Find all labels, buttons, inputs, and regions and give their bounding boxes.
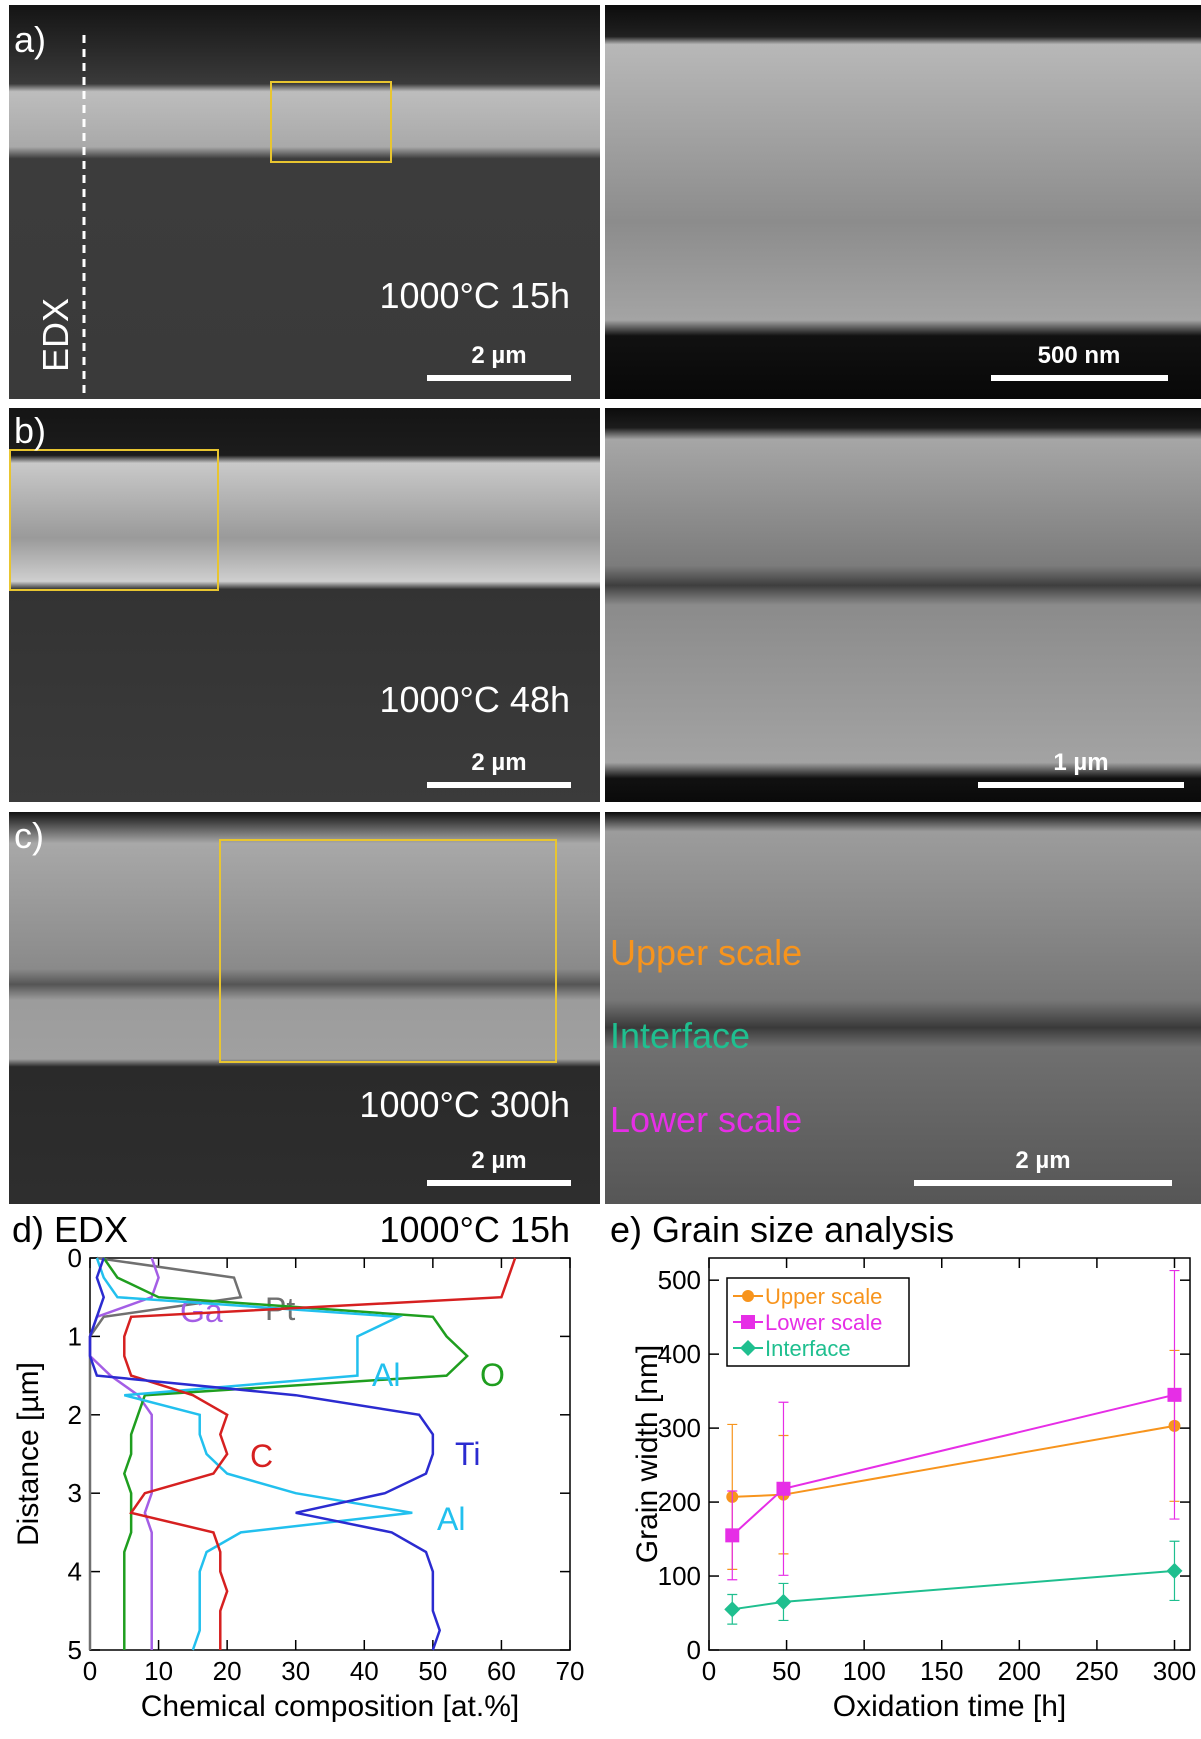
y-tick-label: 5 (68, 1635, 82, 1665)
x-tick-label: 250 (1075, 1656, 1118, 1686)
y-tick-label: 4 (68, 1557, 82, 1587)
series-label: Ti (455, 1436, 480, 1472)
y-tick-label: 2 (68, 1400, 82, 1430)
y-tick-label: 0 (68, 1243, 82, 1273)
scale-bar (914, 1180, 1172, 1186)
marker (776, 1481, 791, 1496)
scale-bar (978, 782, 1184, 788)
scale-label: 2 µm (1015, 1147, 1070, 1174)
micrograph (605, 812, 1201, 1204)
micrograph (605, 408, 1201, 802)
panel-label: b) (14, 410, 46, 451)
x-tick-label: 50 (418, 1656, 447, 1686)
micrograph (9, 812, 600, 1204)
scale-label: 2 µm (471, 342, 526, 369)
y-tick-label: 1 (68, 1321, 82, 1351)
x-tick-label: 20 (213, 1656, 242, 1686)
region-label: Upper scale (610, 932, 802, 973)
x-tick-label: 10 (144, 1656, 173, 1686)
marker (1167, 1387, 1182, 1402)
y-tick-label: 3 (68, 1478, 82, 1508)
legend-marker (740, 1340, 756, 1356)
series-line (732, 1569, 1175, 1611)
x-tick-label: 100 (842, 1656, 885, 1686)
y-tick-label: 400 (658, 1339, 701, 1369)
legend-label: Interface (765, 1336, 851, 1361)
scale-label: 1 µm (1053, 749, 1108, 776)
micrograph (9, 408, 600, 802)
zoom-box (219, 839, 557, 1063)
y-tick-label: 0 (687, 1635, 701, 1665)
composition-line (88, 1257, 442, 1651)
condition: 1000°C 300h (359, 1084, 570, 1125)
region-label: Interface (610, 1015, 750, 1056)
y-tick-label: 300 (658, 1413, 701, 1443)
scale-bar (427, 782, 571, 788)
marker (725, 1528, 740, 1543)
y-tick-label: 200 (658, 1487, 701, 1517)
chart-title: e) Grain size analysis (610, 1209, 954, 1250)
x-tick-label: 60 (487, 1656, 516, 1686)
series-label: O (480, 1357, 505, 1393)
y-tick-label: 100 (658, 1561, 701, 1591)
y-axis-label: Grain width [nm] (631, 1345, 664, 1563)
x-tick-label: 70 (556, 1656, 585, 1686)
legend-marker (742, 1290, 754, 1302)
zoom-box (9, 449, 219, 591)
scale-bar (991, 375, 1168, 381)
panel-label: c) (14, 815, 44, 856)
annotation: Al (437, 1501, 465, 1537)
series-label: C (250, 1438, 273, 1474)
composition-line (88, 1256, 243, 1650)
zoom-box (270, 81, 392, 163)
marker (775, 1593, 792, 1610)
plot-frame (708, 1257, 1191, 1651)
x-axis-label: Chemical composition [at.%] (141, 1690, 520, 1723)
plot-frame (89, 1257, 571, 1651)
marker (1166, 1562, 1183, 1579)
y-tick-label: 500 (658, 1265, 701, 1295)
x-tick-label: 150 (920, 1656, 963, 1686)
edx-label: EDX (35, 298, 76, 372)
x-axis-label: Oxidation time [h] (833, 1690, 1066, 1723)
legend-label: Lower scale (765, 1310, 882, 1335)
scale-bar (427, 1180, 571, 1186)
x-tick-label: 0 (83, 1656, 97, 1686)
chart-title: d) EDX (12, 1209, 128, 1250)
x-tick-label: 30 (281, 1656, 310, 1686)
condition: 1000°C 15h (379, 275, 570, 316)
x-tick-label: 300 (1153, 1656, 1196, 1686)
scale-label: 2 µm (471, 1147, 526, 1174)
chart-subtitle: 1000°C 15h (379, 1209, 570, 1250)
region-label: Lower scale (610, 1099, 802, 1140)
composition-line (95, 1257, 413, 1651)
x-tick-label: 0 (702, 1656, 716, 1686)
composition-line (123, 1257, 517, 1650)
composition-line (102, 1257, 469, 1650)
x-tick-label: 200 (998, 1656, 1041, 1686)
panel-label: a) (14, 19, 46, 60)
series-line (732, 1424, 1175, 1498)
micrograph (605, 5, 1201, 399)
legend-label: Upper scale (765, 1284, 882, 1309)
micrograph (9, 5, 600, 399)
x-tick-label: 40 (350, 1656, 379, 1686)
scale-label: 2 µm (471, 749, 526, 776)
scale-bar (427, 375, 571, 381)
condition: 1000°C 48h (379, 679, 570, 720)
x-tick-label: 50 (772, 1656, 801, 1686)
y-axis-label: Distance [µm] (12, 1362, 45, 1546)
marker (724, 1601, 741, 1618)
legend-marker (741, 1315, 755, 1329)
scale-label: 500 nm (1038, 342, 1121, 369)
series-label: Al (372, 1357, 400, 1393)
